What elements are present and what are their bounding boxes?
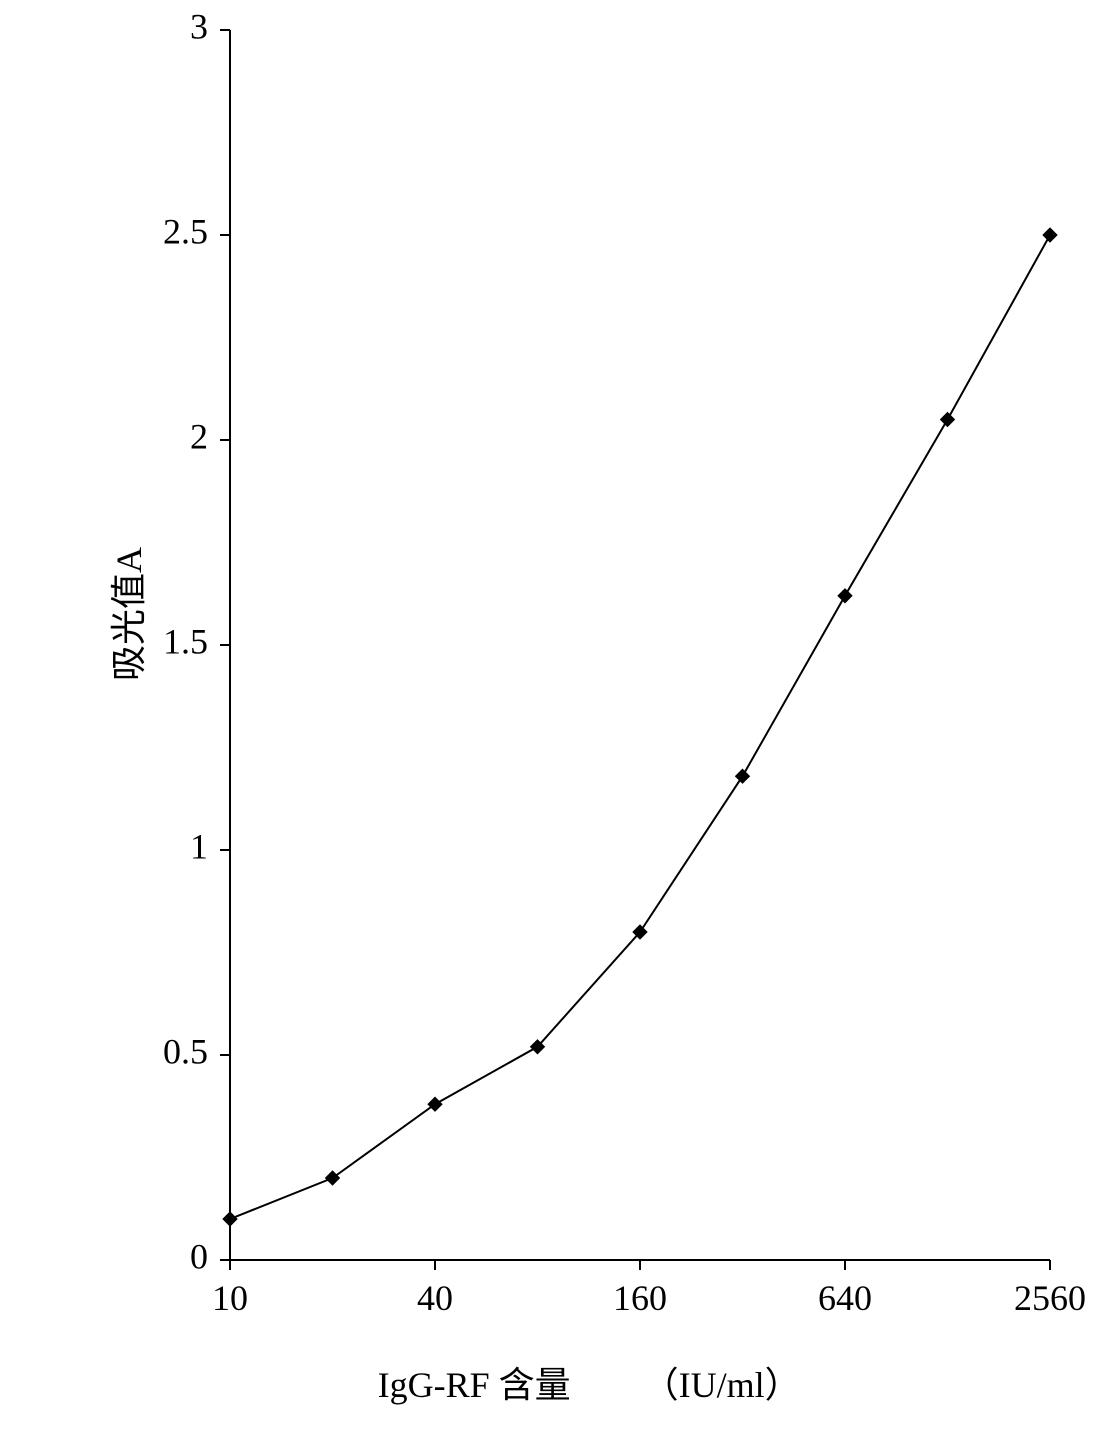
y-tick-label: 0.5 (163, 1031, 208, 1071)
x-tick-label: 640 (818, 1278, 872, 1318)
data-point (223, 1212, 237, 1226)
x-axis-label: IgG-RF 含量 （IU/ml） (378, 1356, 801, 1408)
y-tick-label: 2.5 (163, 211, 208, 251)
data-point (941, 413, 955, 427)
y-tick-label: 3 (190, 6, 208, 46)
data-point (736, 769, 750, 783)
data-point (838, 589, 852, 603)
x-tick-label: 160 (613, 1278, 667, 1318)
y-tick-label: 2 (190, 416, 208, 456)
chart-svg: 0 0.5 1 1.5 2 2.5 3 10 40 160 640 2560 (0, 0, 1100, 1443)
series-line (230, 235, 1050, 1219)
y-tick-label: 1.5 (163, 621, 208, 661)
data-point (1043, 228, 1057, 242)
data-point (326, 1171, 340, 1185)
x-tick-label: 40 (417, 1278, 453, 1318)
data-point (428, 1097, 442, 1111)
y-tick-label: 0 (190, 1236, 208, 1276)
x-tick-label: 2560 (1014, 1278, 1086, 1318)
y-axis-label: 吸光值A (100, 547, 152, 681)
x-tick-label: 10 (212, 1278, 248, 1318)
x-axis-unit: （IU/ml） (643, 1365, 801, 1405)
x-axis-label-text: IgG-RF 含量 (378, 1365, 571, 1405)
y-tick-label: 1 (190, 826, 208, 866)
x-axis-label-gap (571, 1365, 643, 1405)
chart-container: 0 0.5 1 1.5 2 2.5 3 10 40 160 640 2560 吸光值A IgG-RF … (0, 0, 1100, 1443)
